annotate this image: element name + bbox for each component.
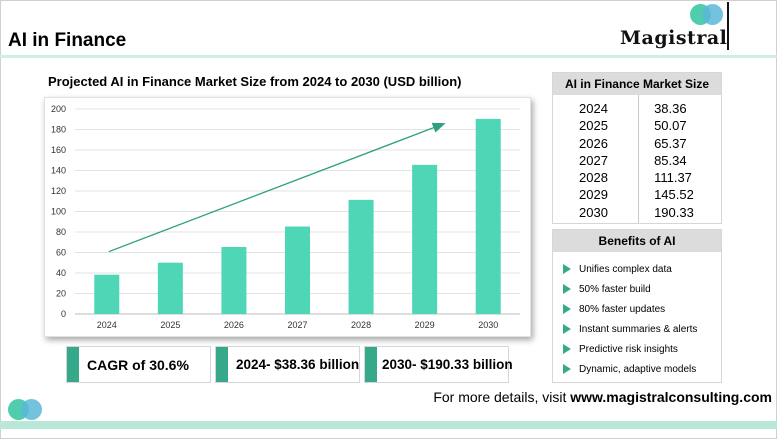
benefit-item: 80% faster updates bbox=[553, 301, 665, 317]
bar-chart: 0 20 40 60 80 100 120 140 160 180 200 2024 2025 2026 2… bbox=[44, 97, 531, 337]
y-tick-label: 200 bbox=[51, 104, 66, 114]
table-cell-year: 2027 bbox=[579, 152, 608, 168]
y-tick-label: 160 bbox=[51, 145, 66, 155]
y-tick-label: 80 bbox=[56, 227, 66, 237]
footer-prefix: For more details, visit bbox=[433, 389, 571, 405]
table-cell-year: 2024 bbox=[579, 101, 608, 116]
table-cell-value: 145.52 bbox=[654, 187, 694, 203]
table-cell-value: 50.07 bbox=[654, 118, 687, 134]
stat-card-accent bbox=[216, 347, 228, 382]
stat-card-2024: 2024- $38.36 billion bbox=[215, 346, 360, 383]
table-cell-year: 2026 bbox=[579, 135, 608, 151]
x-tick-label: 2026 bbox=[224, 320, 244, 330]
bar-2027 bbox=[285, 226, 310, 314]
y-tick-label: 140 bbox=[51, 166, 66, 176]
footer-logo-circles-icon bbox=[8, 399, 48, 421]
logo-text: Magistral bbox=[620, 27, 728, 49]
benefit-label: Predictive risk insights bbox=[579, 343, 678, 355]
trend-arrow bbox=[108, 122, 446, 253]
y-tick-label: 0 bbox=[61, 309, 66, 319]
x-tick-label: 2029 bbox=[415, 320, 435, 330]
benefit-label: Instant summaries & alerts bbox=[579, 323, 698, 335]
table-row: 2027 85.34 bbox=[553, 153, 721, 170]
chart-title: Projected AI in Finance Market Size from… bbox=[48, 74, 462, 89]
stat-card-label: CAGR of 30.6% bbox=[87, 357, 189, 373]
stat-card-accent bbox=[67, 347, 79, 382]
table-cell-year: 2025 bbox=[579, 118, 608, 134]
logo-circles-icon bbox=[690, 3, 730, 25]
table-cell-value: 190.33 bbox=[654, 204, 694, 220]
table-header: AI in Finance Market Size bbox=[553, 73, 721, 95]
triangle-bullet-icon bbox=[563, 304, 571, 314]
bar-2029 bbox=[412, 164, 438, 314]
y-tick-label: 120 bbox=[51, 186, 66, 196]
table-row: 2025 50.07 bbox=[553, 118, 721, 135]
benefits-panel: Benefits of AI Unifies complex data 50% … bbox=[552, 229, 722, 383]
y-tick-label: 180 bbox=[51, 125, 66, 135]
benefit-label: Unifies complex data bbox=[579, 263, 672, 275]
table-row: 2029 145.52 bbox=[553, 187, 721, 204]
table-row: 2026 65.37 bbox=[553, 136, 721, 153]
stat-card-label: 2030- $190.33 billion bbox=[382, 357, 513, 372]
table-cell-value: 111.37 bbox=[654, 170, 692, 186]
triangle-bullet-icon bbox=[563, 264, 571, 274]
table-cell-year: 2029 bbox=[579, 187, 608, 203]
bar-2024 bbox=[94, 274, 120, 314]
stat-card-accent bbox=[365, 347, 377, 382]
table-cell-value: 38.36 bbox=[654, 101, 687, 116]
footer-rule bbox=[0, 421, 777, 429]
logo-divider bbox=[727, 2, 729, 50]
bar-2025 bbox=[157, 262, 183, 314]
table-row: 2030 190.33 bbox=[553, 205, 721, 222]
table-row: 2024 38.36 bbox=[553, 101, 721, 118]
table-divider bbox=[638, 95, 639, 223]
page-title: AI in Finance bbox=[8, 30, 127, 51]
benefit-label: Dynamic, adaptive models bbox=[579, 363, 697, 375]
bar-2030 bbox=[475, 118, 501, 315]
table-row: 2028 111.37 bbox=[553, 170, 721, 187]
y-tick-label: 60 bbox=[56, 248, 66, 258]
x-tick-label: 2028 bbox=[351, 320, 371, 330]
x-tick-label: 2025 bbox=[160, 320, 180, 330]
stat-card-2030: 2030- $190.33 billion bbox=[364, 346, 513, 383]
x-tick-label: 2027 bbox=[287, 320, 307, 330]
benefit-label: 80% faster updates bbox=[579, 303, 666, 315]
footer-link[interactable]: www.magistralconsulting.com bbox=[570, 389, 772, 405]
benefit-item: Dynamic, adaptive models bbox=[553, 361, 696, 377]
stat-card-label: 2024- $38.36 billion bbox=[236, 357, 360, 372]
market-size-table: AI in Finance Market Size 2024 38.36 2025… bbox=[552, 72, 722, 224]
triangle-bullet-icon bbox=[563, 364, 571, 374]
x-tick-label: 2030 bbox=[478, 320, 498, 330]
y-tick-label: 100 bbox=[51, 207, 66, 217]
table-cell-value: 65.37 bbox=[654, 135, 687, 151]
title-rule bbox=[0, 55, 777, 58]
benefits-header: Benefits of AI bbox=[553, 230, 721, 252]
stat-card-cagr: CAGR of 30.6% bbox=[66, 346, 211, 383]
triangle-bullet-icon bbox=[563, 344, 571, 354]
bar-chart-svg: 0 20 40 60 80 100 120 140 160 180 200 2024 2025 2026 2… bbox=[51, 104, 520, 330]
table-cell-year: 2028 bbox=[579, 170, 608, 186]
benefit-item: Unifies complex data bbox=[553, 261, 672, 277]
table-cell-year: 2030 bbox=[579, 204, 608, 220]
x-tick-label: 2024 bbox=[97, 320, 117, 330]
table-cell-value: 85.34 bbox=[654, 152, 687, 168]
y-tick-label: 20 bbox=[56, 289, 66, 299]
y-tick-label: 40 bbox=[56, 268, 66, 278]
benefit-item: Predictive risk insights bbox=[553, 341, 678, 357]
bar-2028 bbox=[348, 199, 374, 314]
triangle-bullet-icon bbox=[563, 324, 571, 334]
triangle-bullet-icon bbox=[563, 284, 571, 294]
footer-text: For more details, visit www.magistralcon… bbox=[433, 389, 772, 405]
bar-2026 bbox=[221, 246, 247, 314]
benefit-item: 50% faster build bbox=[553, 281, 651, 297]
benefit-label: 50% faster build bbox=[579, 283, 651, 295]
benefit-item: Instant summaries & alerts bbox=[553, 321, 697, 337]
